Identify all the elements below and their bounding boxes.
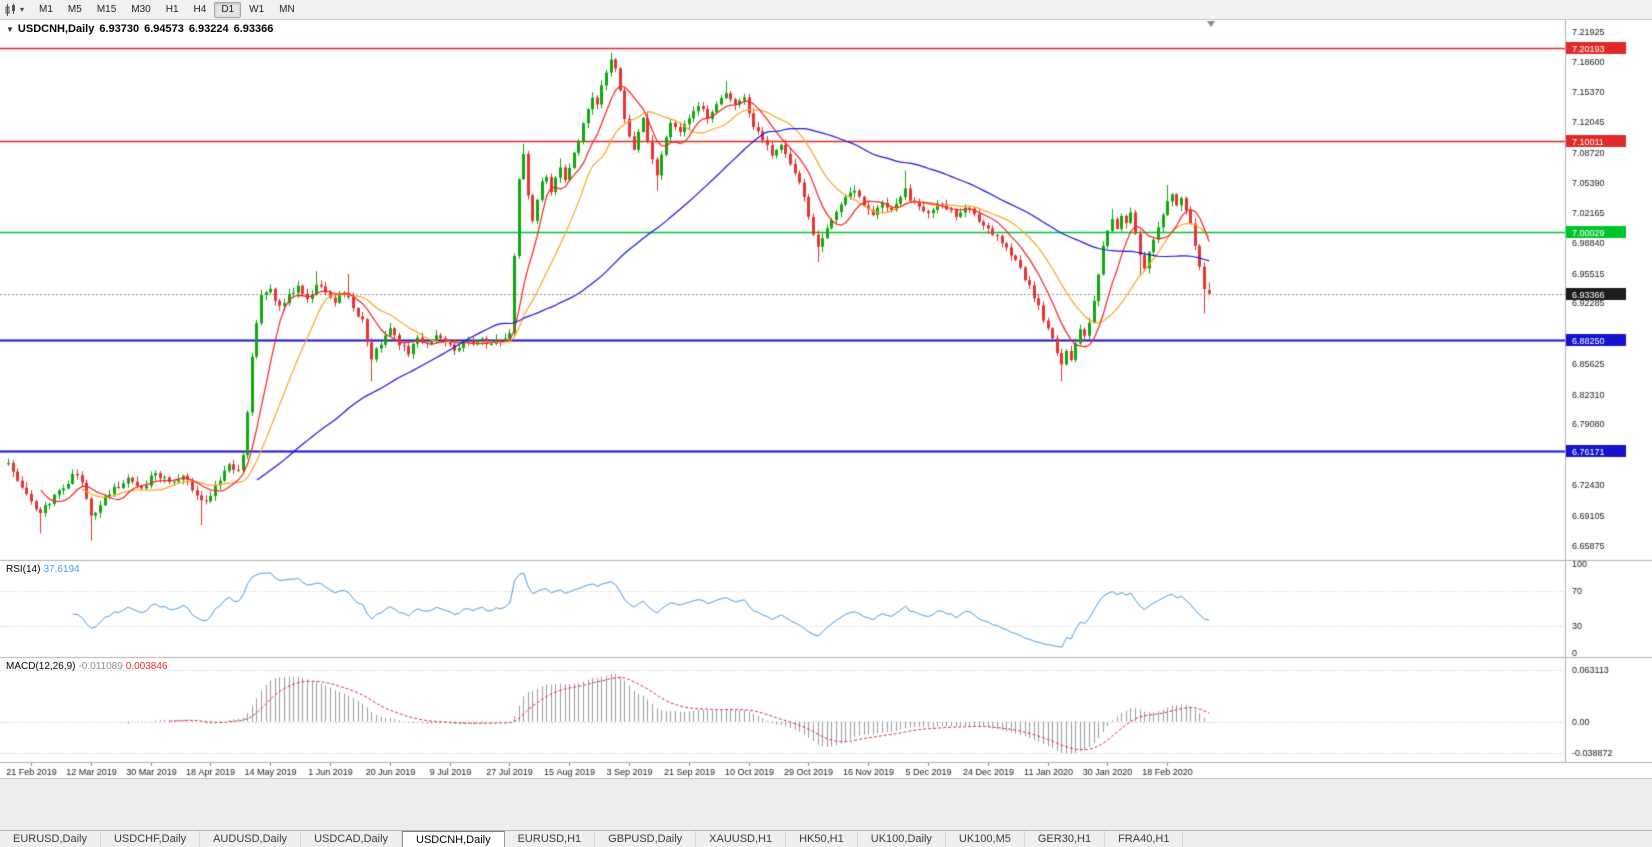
chart-region: ▼ USDCNH,Daily 6.93730 6.94573 6.93224 6.9336… [0, 20, 1652, 778]
timeframe-m15[interactable]: M15 [96, 3, 117, 15]
collapse-icon[interactable]: ▼ [6, 25, 14, 34]
price-chart-canvas[interactable] [0, 20, 1652, 778]
chevron-down-icon: ▾ [20, 5, 25, 14]
chart-tab-eurusd-daily[interactable]: EURUSD,Daily [0, 831, 101, 847]
workspace-strip [0, 778, 1652, 830]
chart-tab-audusd-daily[interactable]: AUDUSD,Daily [200, 831, 302, 847]
timeframe-buttons: M1 M5 M15 M30 H1 H4 D1 W1 MN [32, 1, 303, 18]
chart-tab-fra40-h1[interactable]: FRA40,H1 [1105, 831, 1184, 847]
timeframe-h4[interactable]: H4 [193, 3, 207, 15]
chart-tab-ger30-h1[interactable]: GER30,H1 [1025, 831, 1106, 847]
timeframe-mn[interactable]: MN [279, 3, 295, 15]
chart-tabbar: EURUSD,Daily USDCHF,Daily AUDUSD,Daily USDC… [0, 830, 1652, 847]
timeframe-m1[interactable]: M1 [39, 3, 53, 15]
chart-type-icon[interactable]: ▾ [4, 3, 25, 16]
chart-tab-uk100-m5[interactable]: UK100,M5 [946, 831, 1025, 847]
timeframe-toolbar: ▾ M1 M5 M15 M30 H1 H4 D1 W1 MN [0, 0, 1652, 20]
timeframe-d1[interactable]: D1 [214, 1, 242, 18]
timeframe-m30[interactable]: M30 [131, 3, 151, 15]
chart-tab-hk50-h1[interactable]: HK50,H1 [786, 831, 858, 847]
timeframe-m5[interactable]: M5 [67, 3, 82, 15]
timeframe-w1[interactable]: W1 [249, 3, 265, 15]
timeframe-h1[interactable]: H1 [165, 3, 179, 15]
chart-tab-usdchf-daily[interactable]: USDCHF,Daily [101, 831, 201, 847]
chart-tab-usdcad-daily[interactable]: USDCAD,Daily [301, 831, 403, 847]
chart-tab-uk100-daily[interactable]: UK100,Daily [858, 831, 946, 847]
chart-tab-xauusd-h1[interactable]: XAUUSD,H1 [696, 831, 787, 847]
chart-tab-eurusd-h1[interactable]: EURUSD,H1 [505, 831, 596, 847]
chart-tab-gbpusd-daily[interactable]: GBPUSD,Daily [595, 831, 697, 847]
candlestick-icon [5, 3, 15, 16]
chart-tab-usdcnh-daily[interactable]: USDCNH,Daily [402, 831, 505, 847]
